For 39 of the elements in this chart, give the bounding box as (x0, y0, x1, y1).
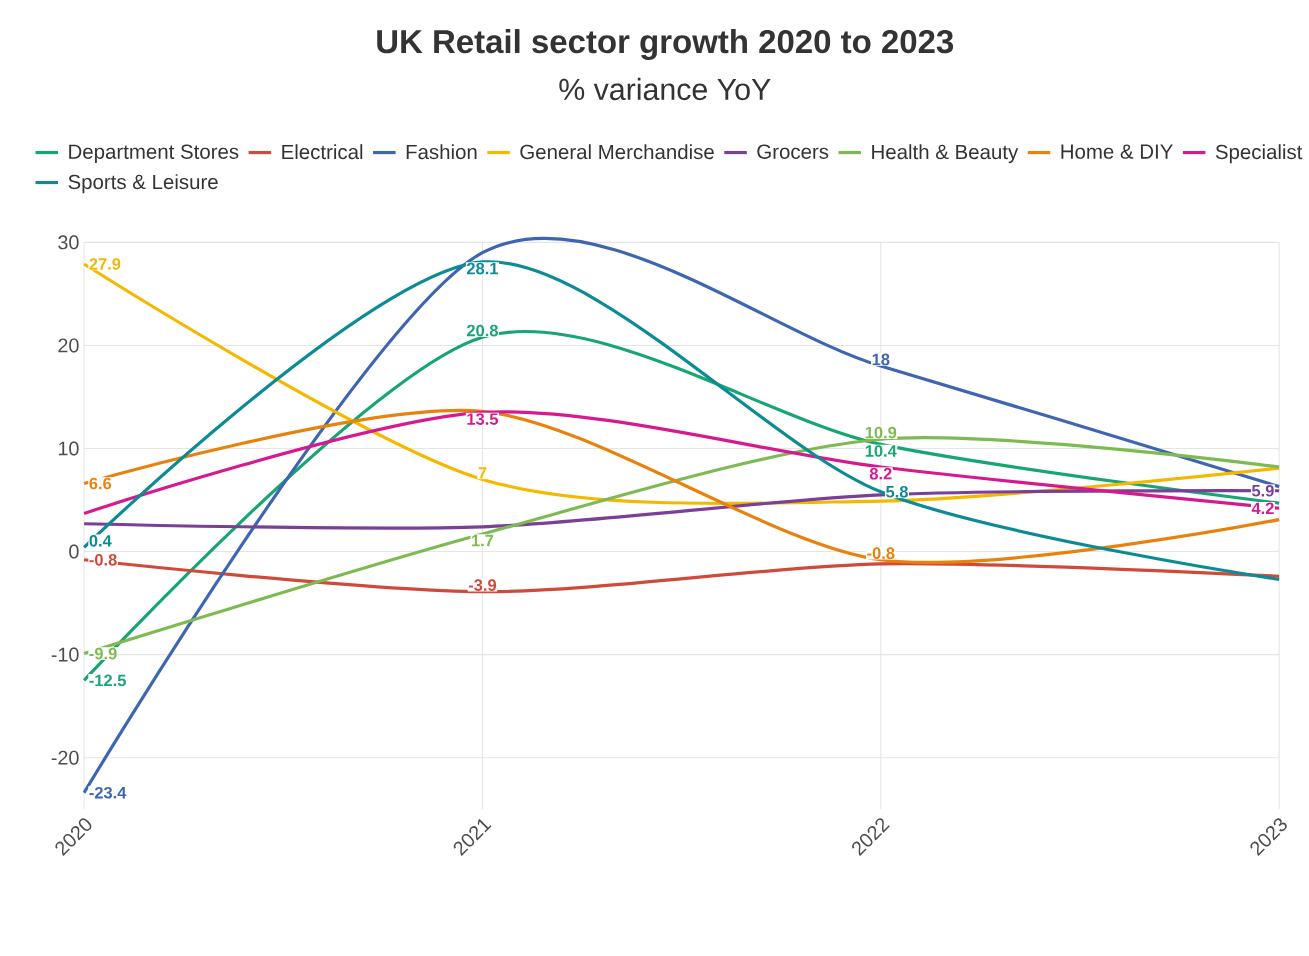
data-label: 5.9 (1251, 485, 1274, 497)
legend-label: Grocers (757, 144, 829, 160)
data-label: -9.9 (89, 647, 117, 660)
data-label: 7 (478, 467, 487, 479)
legend-label: Fashion (406, 144, 477, 160)
data-label: 0.4 (89, 535, 112, 547)
legend-label: General Merchandise (520, 144, 714, 160)
legend-label: Health & Beauty (872, 144, 1019, 164)
data-label: 4.2 (1251, 502, 1274, 515)
data-label: 28.1 (466, 262, 499, 275)
data-label: -12.5 (89, 674, 126, 687)
data-label: -23.4 (89, 787, 127, 799)
data-label: -0.8 (89, 554, 117, 566)
data-label: 10.9 (865, 426, 897, 439)
legend-label: Home & DIY (1061, 144, 1173, 160)
data-label: 1.7 (472, 535, 494, 547)
data-label: 5.8 (886, 486, 908, 498)
data-label: 27.9 (89, 258, 121, 271)
legend-label: Specialist (1215, 144, 1303, 164)
legend-label: Sports & Leisure (68, 174, 218, 194)
y-tick-label: -10 (51, 647, 79, 662)
data-label: 8.2 (869, 468, 892, 480)
data-label: 10.4 (865, 445, 897, 458)
legend-label: Electrical (282, 144, 363, 160)
y-tick-label: 10 (58, 441, 79, 456)
chart-subtitle: % variance YoY (559, 78, 771, 101)
y-tick-label: -20 (51, 750, 79, 765)
data-label: -3.9 (468, 579, 497, 592)
data-label: 13.5 (467, 413, 499, 426)
y-tick-label: 30 (58, 235, 79, 250)
legend-label: Department Stores (69, 144, 239, 164)
data-label: 18 (872, 353, 890, 366)
data-label: 20.8 (466, 324, 498, 337)
chart-title: UK Retail sector growth 2020 to 2023 (377, 29, 954, 61)
y-tick-label: 20 (58, 338, 79, 353)
line-series (82, 410, 1281, 516)
y-tick-label: 0 (69, 544, 79, 559)
data-label: 6.6 (89, 477, 112, 490)
data-label: -0.8 (867, 547, 895, 560)
